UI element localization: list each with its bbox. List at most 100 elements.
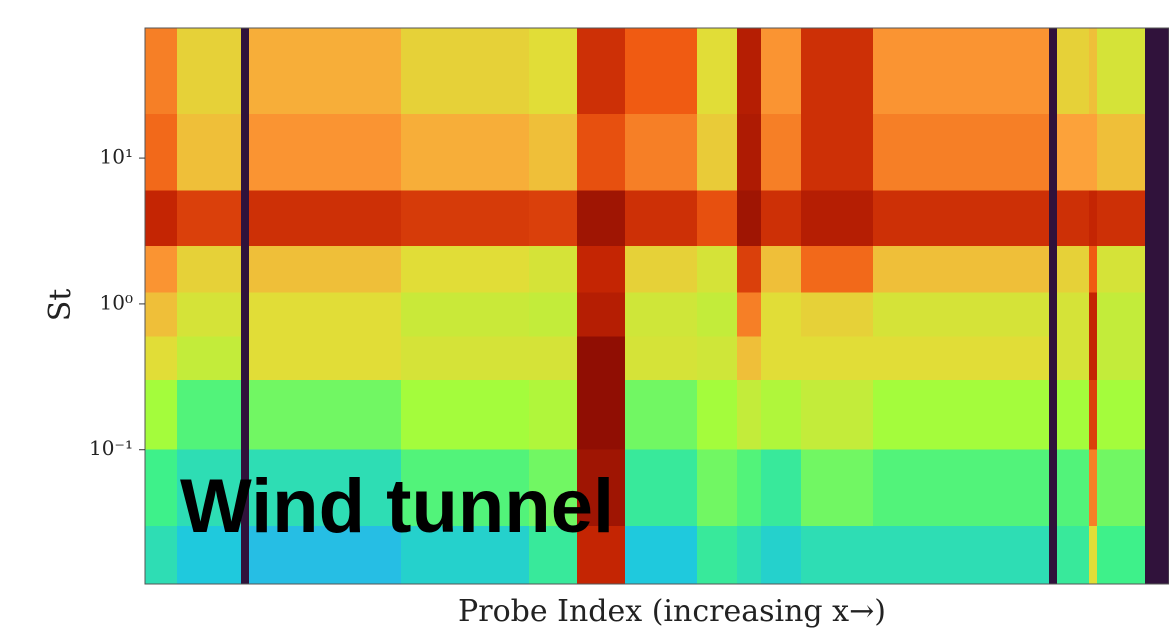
- heatmap-cell: [697, 336, 738, 380]
- heatmap-cell: [625, 380, 698, 450]
- heatmap-cell: [1145, 380, 1169, 450]
- heatmap-cell: [241, 336, 250, 380]
- heatmap-cell: [401, 28, 530, 115]
- heatmap-cell: [737, 114, 762, 191]
- heatmap-cell: [1057, 380, 1090, 450]
- heatmap-cell: [1057, 114, 1090, 191]
- heatmap-cell: [697, 190, 738, 246]
- heatmap-cell: [1097, 526, 1146, 585]
- heatmap-cell: [145, 114, 178, 191]
- heatmap-cell: [1145, 114, 1169, 191]
- heatmap-cell: [873, 28, 1050, 115]
- heatmap-cell: [761, 246, 802, 293]
- heatmap-cell: [1049, 450, 1058, 527]
- heatmap-cell: [761, 380, 802, 450]
- heatmap-cell: [625, 450, 698, 527]
- heatmap-cell: [577, 190, 626, 246]
- heatmap-cell: [873, 380, 1050, 450]
- heatmap-cell: [529, 114, 578, 191]
- heatmap-cell: [737, 380, 762, 450]
- heatmap-cell: [529, 28, 578, 115]
- heatmap-cell: [145, 292, 178, 336]
- heatmap-cell: [873, 450, 1050, 527]
- heatmap-cell: [401, 380, 530, 450]
- heatmap-cell: [177, 292, 242, 336]
- heatmap-cell: [577, 246, 626, 293]
- heatmap-cell: [697, 114, 738, 191]
- heatmap-cell: [801, 336, 874, 380]
- heatmap-cell: [1057, 450, 1090, 527]
- heatmap-cell: [177, 336, 242, 380]
- heatmap-cell: [529, 190, 578, 246]
- heatmap-cell: [249, 190, 402, 246]
- heatmap-cell: [1097, 28, 1146, 115]
- heatmap-cell: [801, 292, 874, 336]
- heatmap-cell: [1057, 292, 1090, 336]
- heatmap-cell: [873, 526, 1050, 585]
- heatmap-cell: [1089, 450, 1098, 527]
- heatmap-cell: [249, 28, 402, 115]
- heatmap-cell: [1089, 28, 1098, 115]
- heatmap-cell: [1097, 336, 1146, 380]
- heatmap-cell: [697, 246, 738, 293]
- annotation: Wind tunnel: [180, 464, 614, 549]
- heatmap-cell: [737, 336, 762, 380]
- heatmap-cell: [625, 526, 698, 585]
- heatmap-cell: [761, 526, 802, 585]
- heatmap-cell: [697, 526, 738, 585]
- heatmap-cell: [761, 450, 802, 527]
- heatmap-cell: [241, 190, 250, 246]
- heatmap-cell: [801, 380, 874, 450]
- heatmap-cell: [1049, 380, 1058, 450]
- heatmap-cell: [577, 336, 626, 380]
- heatmap-cell: [1097, 190, 1146, 246]
- heatmap-cell: [1145, 190, 1169, 246]
- heatmap-cell: [801, 114, 874, 191]
- heatmap-cell: [1049, 28, 1058, 115]
- heatmap-cell: [873, 114, 1050, 191]
- heatmap-cell: [249, 292, 402, 336]
- heatmap-cell: [145, 380, 178, 450]
- heatmap-cell: [1089, 336, 1098, 380]
- heatmap-cell: [1145, 336, 1169, 380]
- heatmap-cell: [801, 246, 874, 293]
- heatmap-cell: [737, 526, 762, 585]
- heatmap-cell: [737, 28, 762, 115]
- heatmap-cell: [1145, 526, 1169, 585]
- heatmap-cell: [241, 28, 250, 115]
- heatmap-cell: [697, 292, 738, 336]
- heatmap-cell: [1145, 28, 1169, 115]
- heatmap-cell: [1049, 336, 1058, 380]
- heatmap-cell: [177, 190, 242, 246]
- heatmap-cell: [241, 114, 250, 191]
- heatmap-cell: [697, 28, 738, 115]
- heatmap-cell: [737, 246, 762, 293]
- heatmap-cell: [145, 190, 178, 246]
- heatmap-cell: [529, 292, 578, 336]
- heatmap-cell: [1049, 292, 1058, 336]
- heatmap-cell: [1145, 246, 1169, 293]
- heatmap-cell: [1049, 190, 1058, 246]
- heatmap-cell: [1057, 190, 1090, 246]
- heatmap-cell: [873, 190, 1050, 246]
- heatmap-cell: [241, 292, 250, 336]
- heatmap-cell: [529, 246, 578, 293]
- heatmap-cell: [1089, 246, 1098, 293]
- heatmap-cell: [1089, 114, 1098, 191]
- heatmap-cell: [577, 28, 626, 115]
- heatmap-cell: [177, 380, 242, 450]
- heatmap-cell: [241, 380, 250, 450]
- y-axis-label: St: [43, 289, 78, 322]
- heatmap-cell: [1097, 246, 1146, 293]
- heatmap-cell: [577, 292, 626, 336]
- heatmap-cell: [625, 190, 698, 246]
- x-axis-label: Probe Index (increasing x→): [458, 594, 886, 629]
- heatmap-cell: [737, 450, 762, 527]
- heatmap-cell: [401, 292, 530, 336]
- heatmap-cell: [873, 246, 1050, 293]
- heatmap-cell: [1057, 28, 1090, 115]
- heatmap-cell: [249, 246, 402, 293]
- heatmap-cell: [1145, 292, 1169, 336]
- heatmap-cell: [401, 114, 530, 191]
- heatmap-cell: [761, 336, 802, 380]
